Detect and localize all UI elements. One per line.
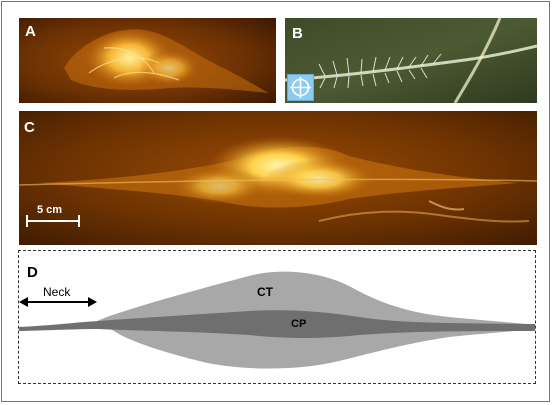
crosshair-icon: [287, 74, 314, 101]
scale-bar: [26, 215, 80, 227]
ct-label: CT: [257, 285, 273, 299]
photo-b-image: [285, 18, 537, 103]
panel-label-b: B: [292, 25, 303, 42]
neck-arrow: [19, 297, 97, 307]
panel-label-c: C: [24, 119, 35, 136]
photo-panel-a: A: [19, 18, 276, 103]
neck-label: Neck: [43, 285, 71, 299]
cp-label: CP: [291, 318, 307, 330]
photo-c-image: [19, 111, 537, 245]
cp-region: [19, 310, 535, 338]
photo-panel-c: C 5 cm: [19, 111, 537, 245]
photo-a-image: [19, 18, 276, 103]
diagram-panel-d: D Neck CT CP: [18, 250, 536, 384]
photo-panel-b: B: [285, 18, 537, 103]
diagram-d-drawing: [19, 271, 535, 369]
panel-label-a: A: [25, 23, 36, 40]
panel-label-d: D: [27, 264, 38, 281]
scale-bar-label: 5 cm: [37, 204, 63, 216]
